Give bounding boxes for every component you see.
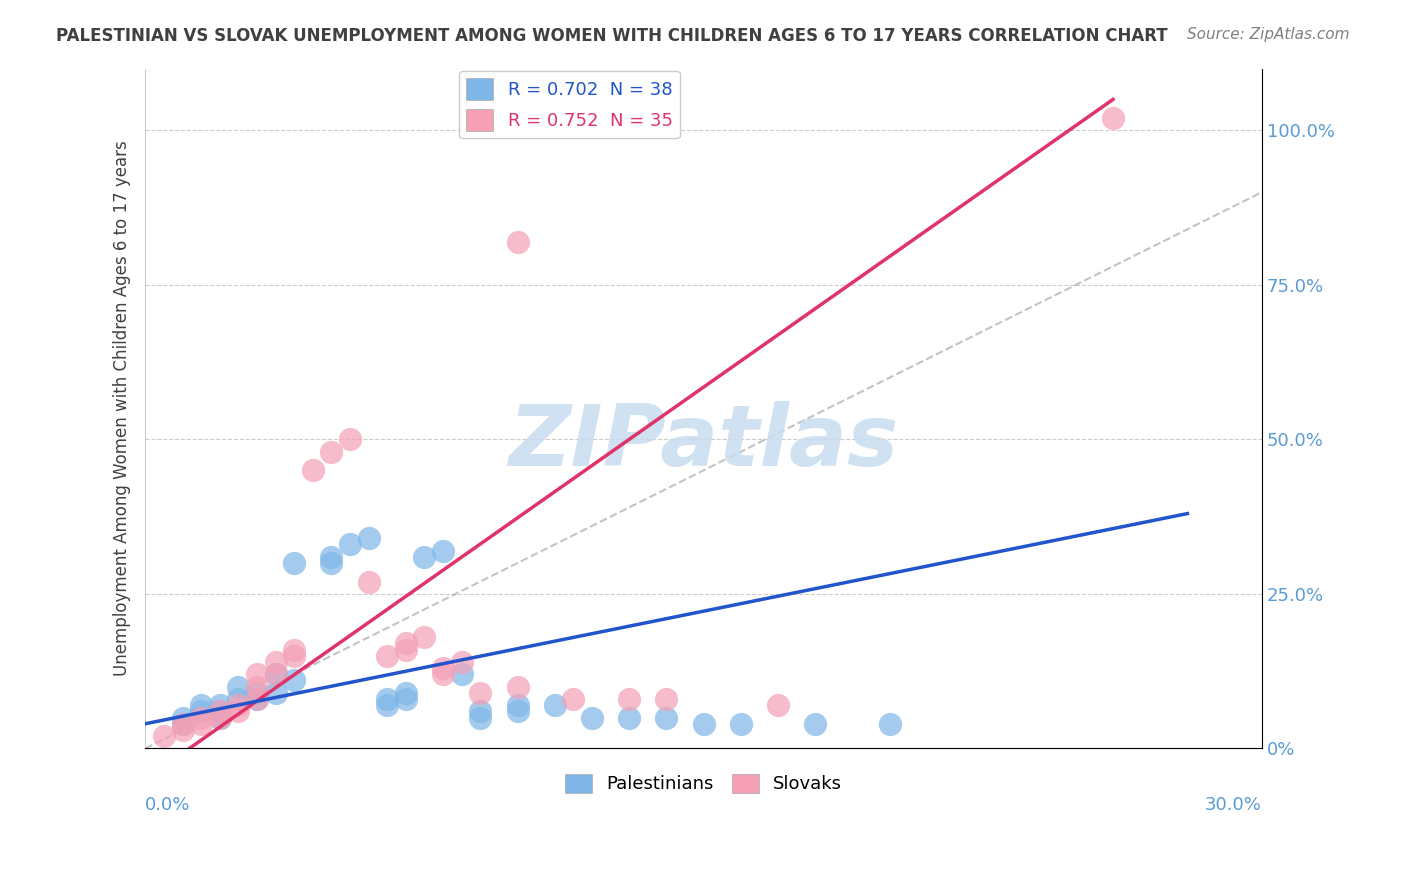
Point [264,655,287,669]
Point [506,705,529,719]
Point [432,543,454,558]
Point [153,729,176,743]
Point [1102,111,1125,125]
Y-axis label: Unemployment Among Women with Children Ages 6 to 17 years: Unemployment Among Women with Children A… [114,141,131,676]
Point [544,698,567,713]
Point [283,556,305,570]
Point [506,235,529,249]
Point [450,655,472,669]
Point [432,667,454,681]
Point [283,673,305,688]
Point [450,667,472,681]
Point [172,710,194,724]
Point [190,698,212,713]
Point [395,686,418,700]
Point [413,630,436,644]
Point [246,686,269,700]
Point [321,556,343,570]
Text: PALESTINIAN VS SLOVAK UNEMPLOYMENT AMONG WOMEN WITH CHILDREN AGES 6 TO 17 YEARS : PALESTINIAN VS SLOVAK UNEMPLOYMENT AMONG… [56,27,1168,45]
Point [264,686,287,700]
Point [470,686,492,700]
Point [301,463,323,477]
Point [283,642,305,657]
Point [395,692,418,706]
Point [766,698,789,713]
Legend: Palestinians, Slovaks: Palestinians, Slovaks [558,767,849,801]
Point [413,549,436,564]
Point [246,692,269,706]
Point [357,574,380,589]
Point [432,661,454,675]
Point [321,549,343,564]
Point [172,716,194,731]
Point [172,723,194,737]
Point [339,433,361,447]
Point [730,716,752,731]
Point [208,705,231,719]
Text: 0.0%: 0.0% [145,796,191,814]
Point [208,705,231,719]
Point [190,716,212,731]
Point [506,698,529,713]
Point [562,692,585,706]
Point [264,667,287,681]
Point [395,642,418,657]
Point [692,716,714,731]
Point [208,710,231,724]
Point [617,692,640,706]
Point [264,667,287,681]
Point [375,698,398,713]
Point [208,710,231,724]
Point [581,710,603,724]
Point [506,680,529,694]
Point [470,705,492,719]
Point [375,648,398,663]
Text: Source: ZipAtlas.com: Source: ZipAtlas.com [1187,27,1350,42]
Point [395,636,418,650]
Point [617,710,640,724]
Point [375,692,398,706]
Point [208,698,231,713]
Point [246,680,269,694]
Point [246,692,269,706]
Point [470,710,492,724]
Point [655,710,678,724]
Text: ZIPatlas: ZIPatlas [509,401,898,484]
Point [655,692,678,706]
Point [228,680,250,694]
Point [804,716,827,731]
Point [879,716,901,731]
Point [228,692,250,706]
Point [357,531,380,545]
Point [172,716,194,731]
Point [283,648,305,663]
Point [246,667,269,681]
Point [228,705,250,719]
Point [190,705,212,719]
Point [228,698,250,713]
Point [190,710,212,724]
Point [339,537,361,551]
Point [321,444,343,458]
Text: 30.0%: 30.0% [1205,796,1263,814]
